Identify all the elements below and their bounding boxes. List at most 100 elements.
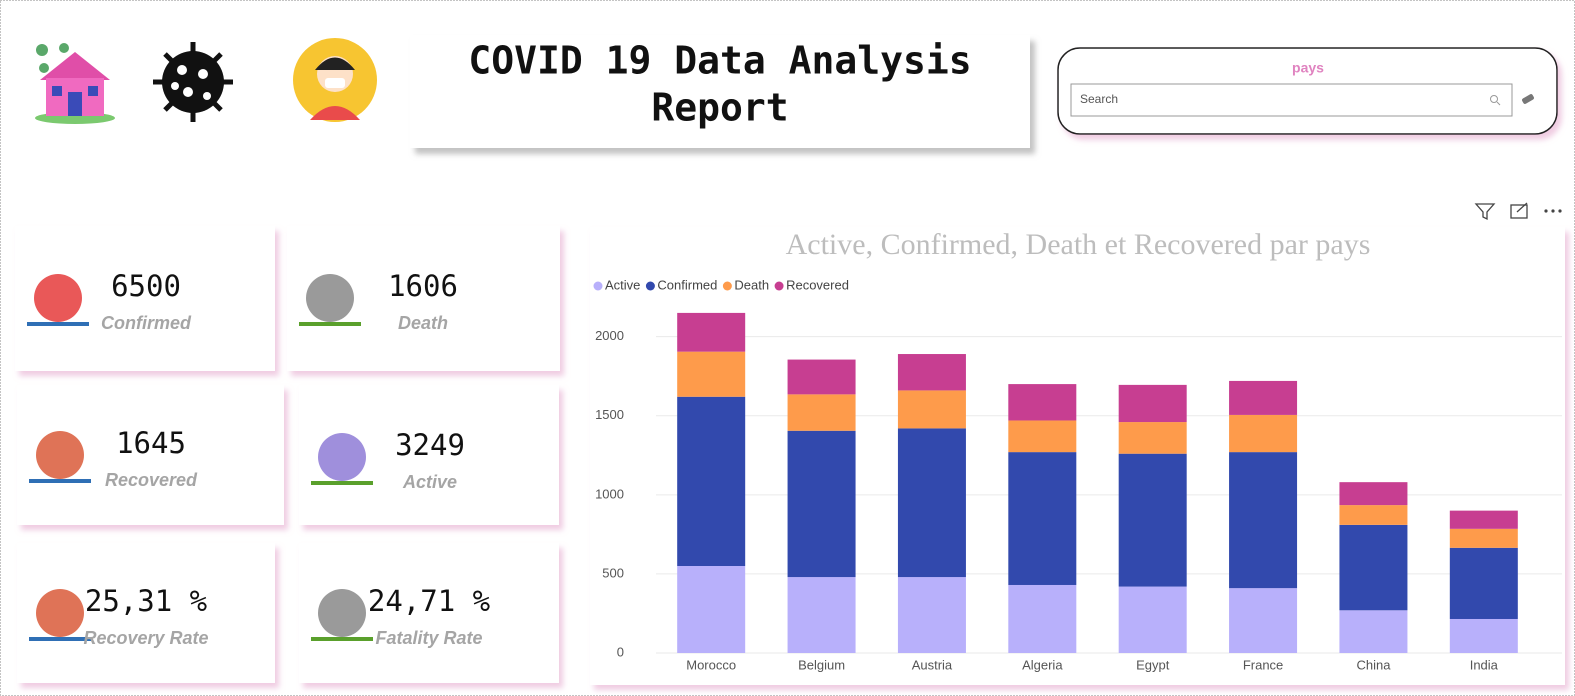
kpi-label: Recovery Rate: [83, 628, 208, 648]
y-tick-label: 500: [602, 565, 624, 580]
icon-shape: [318, 433, 366, 481]
bar-segment: [1339, 610, 1408, 653]
bar-segment: [1229, 414, 1298, 453]
bar-segment: [677, 351, 746, 397]
icon-base: [299, 322, 361, 326]
bar-segment: [677, 566, 746, 653]
bar-segment: [1008, 420, 1077, 453]
kpi-icon: [311, 589, 373, 641]
x-tick-label: India: [1470, 657, 1499, 672]
bar-segment: [1449, 618, 1518, 653]
x-tick-label: Algeria: [1022, 657, 1063, 672]
slicer-label: pays: [1292, 60, 1324, 76]
legend-swatch: [722, 281, 732, 291]
bar-segment: [897, 390, 966, 429]
bar-segment: [1339, 505, 1408, 525]
bar-segment: [897, 354, 966, 391]
kpi-value: 1645: [116, 426, 186, 460]
kpi-label: Fatality Rate: [375, 628, 482, 648]
bar-segment: [1229, 588, 1298, 653]
bar-segment: [1118, 384, 1187, 423]
kpi-value: 1606: [388, 269, 458, 303]
search-placeholder[interactable]: Search: [1080, 92, 1118, 106]
title-line: Report: [651, 86, 788, 130]
bar-segment: [1449, 547, 1518, 619]
icon-base: [311, 481, 373, 485]
kpi-value: 24,71 %: [368, 584, 490, 618]
y-tick-label: 1000: [595, 486, 624, 501]
bar-segment: [1008, 384, 1077, 421]
kpi-value: 3249: [395, 428, 465, 462]
kpi-icon: [299, 274, 361, 326]
kpi-icon: [29, 589, 91, 641]
x-tick-label: France: [1243, 657, 1283, 672]
kpi-icon: [27, 274, 89, 326]
bar-segment: [1118, 422, 1187, 454]
icon-shape: [36, 431, 84, 479]
icon-shape: [306, 274, 354, 322]
title-box: [410, 35, 1030, 148]
bar-segment: [1118, 453, 1187, 587]
eraser-icon[interactable]: [1521, 93, 1534, 104]
bar-segment: [787, 430, 856, 578]
bar-segment: [677, 312, 746, 352]
bar-segment: [677, 396, 746, 566]
bar-segment: [1008, 452, 1077, 585]
x-tick-label: China: [1356, 657, 1391, 672]
kpi-icon: [311, 433, 373, 485]
bar-segment: [897, 428, 966, 578]
kpi-icon: [29, 431, 91, 483]
search-box[interactable]: [1070, 83, 1513, 117]
bar-segment: [1229, 452, 1298, 589]
search-icon[interactable]: [1490, 95, 1501, 106]
kpi-label: Death: [398, 313, 448, 333]
bar-segment: [787, 577, 856, 653]
x-tick-label: Morocco: [686, 657, 736, 672]
legend-label: Confirmed: [657, 277, 717, 292]
bar-segment: [1449, 510, 1518, 529]
bar-segment: [1449, 528, 1518, 548]
kpi-label: Confirmed: [101, 313, 192, 333]
legend-label: Death: [734, 277, 769, 292]
legend-swatch: [593, 281, 603, 291]
kpi-value: 6500: [111, 269, 181, 303]
bar-segment: [1008, 584, 1077, 653]
icon-base: [311, 637, 373, 641]
y-tick-label: 2000: [595, 328, 624, 343]
icon-base: [29, 479, 91, 483]
icon-shape: [36, 589, 84, 637]
fight-virus-icon: [293, 38, 377, 122]
filter-icon[interactable]: [1474, 203, 1496, 221]
kpi-value: 25,31 %: [85, 584, 207, 618]
bar-segment: [1118, 586, 1187, 653]
bar-segment: [897, 577, 966, 653]
bar-segment: [787, 394, 856, 431]
house-icon: [35, 43, 115, 124]
bar-segment: [1339, 524, 1408, 611]
kpi-label: Active: [402, 472, 457, 492]
virus-icon: [153, 42, 233, 122]
more-icon[interactable]: [1544, 209, 1562, 213]
x-tick-label: Austria: [912, 657, 953, 672]
legend-label: Active: [605, 277, 640, 292]
legend-swatch: [774, 281, 784, 291]
icon-shape: [34, 274, 82, 322]
icon-shape: [318, 589, 366, 637]
legend-swatch: [645, 281, 655, 291]
icon-base: [29, 637, 91, 641]
icon-base: [27, 322, 89, 326]
y-tick-label: 1500: [595, 407, 624, 422]
bar-segment: [787, 359, 856, 395]
x-tick-label: Egypt: [1136, 657, 1170, 672]
bar-segment: [1229, 380, 1298, 415]
title-line: COVID 19 Data Analysis: [468, 39, 971, 83]
y-tick-label: 0: [617, 644, 624, 659]
chart-title: Active, Confirmed, Death et Recovered pa…: [786, 228, 1371, 261]
bar-segment: [1339, 482, 1408, 506]
legend-label: Recovered: [786, 277, 849, 292]
focus-icon[interactable]: [1510, 202, 1528, 219]
kpi-label: Recovered: [105, 470, 198, 490]
